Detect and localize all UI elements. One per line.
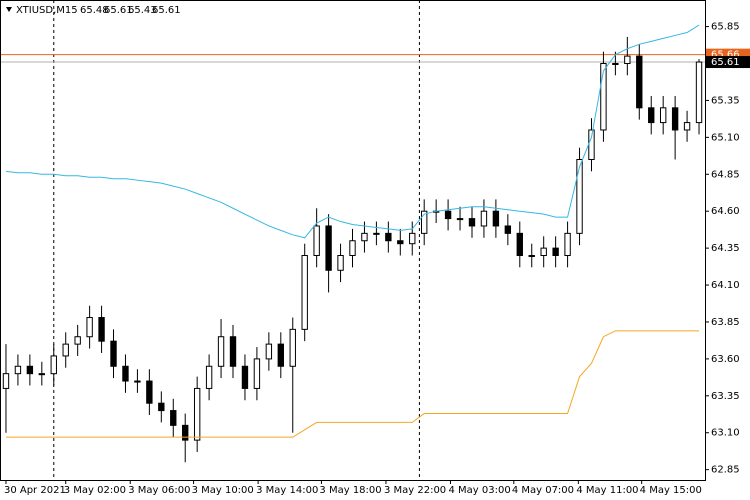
candle-body	[552, 247, 559, 257]
candle-body	[265, 343, 273, 360]
candle-body	[146, 380, 153, 404]
candle-body	[62, 343, 69, 357]
y-tick-label: 64.10	[711, 280, 740, 291]
x-tick-label: 3 May 18:00	[319, 485, 381, 496]
candle-body	[480, 210, 488, 227]
header-open: 65.48	[80, 5, 109, 16]
candle-body	[671, 107, 679, 131]
candle-body	[361, 232, 368, 242]
candle-body	[217, 336, 225, 367]
candle-body	[683, 122, 691, 131]
candle-body	[456, 218, 464, 221]
candle-body	[182, 424, 189, 441]
candle-body	[528, 255, 535, 258]
candle-body	[313, 225, 320, 257]
candle-body	[26, 365, 34, 375]
candle-body	[397, 240, 404, 245]
candle-body	[468, 218, 476, 227]
candle-body	[2, 373, 10, 389]
candle-body	[158, 402, 165, 412]
candle-body	[492, 210, 500, 227]
x-tick-label: 4 May 07:00	[512, 485, 574, 496]
candle-body	[421, 210, 428, 234]
candle-body	[241, 365, 249, 389]
candle-body	[648, 107, 655, 124]
candle-body	[253, 358, 261, 389]
bid-label-box	[706, 56, 750, 69]
candle-body	[122, 365, 129, 382]
plot-frame	[0, 0, 706, 481]
candle-body	[98, 317, 105, 342]
moving-average-line	[5, 24, 700, 239]
y-tick-label: 63.35	[711, 391, 740, 402]
candle-body	[564, 232, 571, 257]
symbol-title: XTIUSD,M15	[16, 5, 78, 16]
candle-body	[193, 387, 201, 441]
candle-body	[659, 107, 667, 124]
y-tick-label: 64.85	[711, 169, 740, 180]
candle-body	[277, 343, 284, 367]
candle-body	[600, 63, 607, 131]
candle-body	[695, 61, 703, 124]
x-tick-label: 3 May 02:00	[64, 485, 126, 496]
candle-body	[134, 380, 141, 383]
x-tick-label: 3 May 06:00	[128, 485, 190, 496]
candle-body	[588, 129, 595, 161]
candle-body	[504, 225, 512, 234]
candle-body	[612, 63, 619, 66]
candle-body	[337, 255, 344, 271]
candle-body	[229, 336, 237, 367]
candle-body	[636, 55, 643, 109]
x-tick-label: 3 May 22:00	[384, 485, 446, 496]
candle-body	[301, 255, 308, 330]
y-tick-label: 65.10	[711, 132, 740, 143]
header-low: 65.43	[128, 5, 157, 16]
y-tick-label: 62.85	[711, 465, 740, 476]
candle-body	[74, 336, 81, 345]
moving-average-line	[5, 330, 700, 438]
y-tick-label: 64.35	[711, 243, 740, 254]
candle-body	[325, 225, 332, 271]
y-tick-label: 65.85	[711, 22, 740, 33]
candle-body	[516, 232, 523, 257]
bid-label: 65.61	[711, 57, 740, 68]
candle-body	[110, 340, 117, 367]
candle-body	[14, 365, 22, 375]
x-tick-label: 4 May 11:00	[576, 485, 638, 496]
candle-body	[409, 232, 416, 245]
candle-body	[170, 410, 177, 426]
x-tick-label: 30 Apr 2021	[4, 485, 66, 496]
x-tick-label: 4 May 15:00	[640, 485, 702, 496]
candle-body	[38, 373, 46, 376]
candle-body	[385, 232, 392, 242]
y-tick-label: 63.60	[711, 354, 740, 365]
plot-area	[0, 0, 705, 480]
candle-body	[540, 247, 547, 257]
y-tick-label: 63.10	[711, 428, 740, 439]
header-high: 65.61	[104, 5, 133, 16]
candle-body	[86, 317, 93, 338]
candle-body	[50, 355, 57, 375]
y-tick-label: 64.60	[711, 206, 740, 217]
y-tick-label: 63.85	[711, 317, 740, 328]
candle-body	[576, 159, 583, 234]
y-tick-label: 65.35	[711, 95, 740, 106]
candle-body	[624, 55, 631, 65]
candle-body	[289, 328, 296, 367]
header-close: 65.61	[152, 5, 181, 16]
candle-body	[444, 210, 452, 220]
candle-body	[205, 365, 213, 389]
candle-body	[349, 240, 356, 257]
ask-label: 65.66	[711, 50, 740, 61]
x-tick-label: 3 May 10:00	[192, 485, 254, 496]
candle-body	[373, 232, 380, 235]
x-tick-label: 4 May 03:00	[448, 485, 510, 496]
x-tick-label: 3 May 14:00	[256, 485, 318, 496]
menu-arrow[interactable]	[6, 7, 12, 12]
